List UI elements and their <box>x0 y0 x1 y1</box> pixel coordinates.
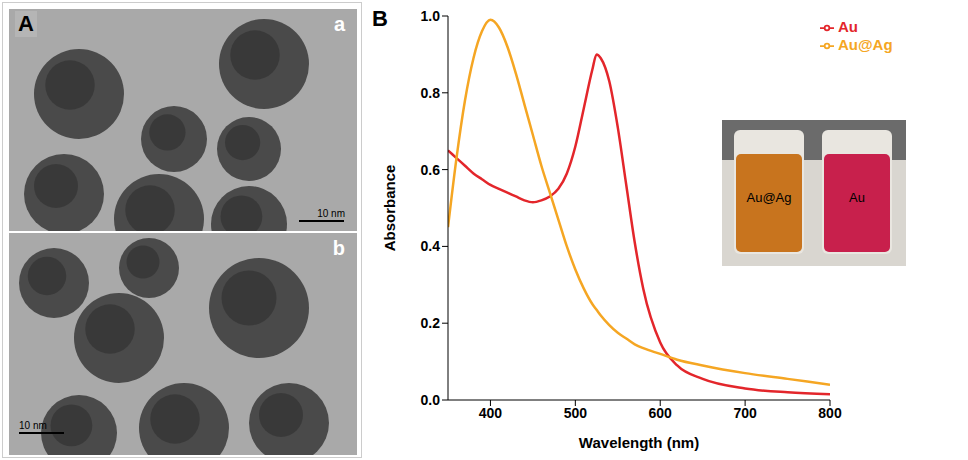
html-text:b: b <box>332 237 345 259</box>
svg-text:500: 500 <box>564 405 588 421</box>
html-text:10 nm: 10 nm <box>19 420 47 431</box>
svg-text:0.6: 0.6 <box>421 162 441 178</box>
svg-text:0.8: 0.8 <box>421 85 441 101</box>
svg-text:0.4: 0.4 <box>421 238 441 254</box>
html-text:B: B <box>372 6 388 31</box>
html-text:a: a <box>333 13 345 35</box>
svg-text:1.0: 1.0 <box>421 8 441 24</box>
html-text:10 nm: 10 nm <box>317 208 345 219</box>
svg-text:Absorbance: Absorbance <box>381 165 398 252</box>
svg-text:0.2: 0.2 <box>421 315 441 331</box>
html-text:Au: Au <box>849 190 865 205</box>
html-text:Au@Ag: Au@Ag <box>746 190 792 205</box>
svg-text:0.0: 0.0 <box>421 392 441 408</box>
html-text:A: A <box>18 11 34 36</box>
svg-text:600: 600 <box>649 405 673 421</box>
svg-text:400: 400 <box>479 405 503 421</box>
html-text:Au: Au <box>838 18 858 35</box>
html-text:Au@Ag: Au@Ag <box>838 36 893 53</box>
svg-text:Wavelength (nm): Wavelength (nm) <box>579 434 699 451</box>
svg-text:800: 800 <box>818 405 842 421</box>
svg-text:700: 700 <box>733 405 757 421</box>
